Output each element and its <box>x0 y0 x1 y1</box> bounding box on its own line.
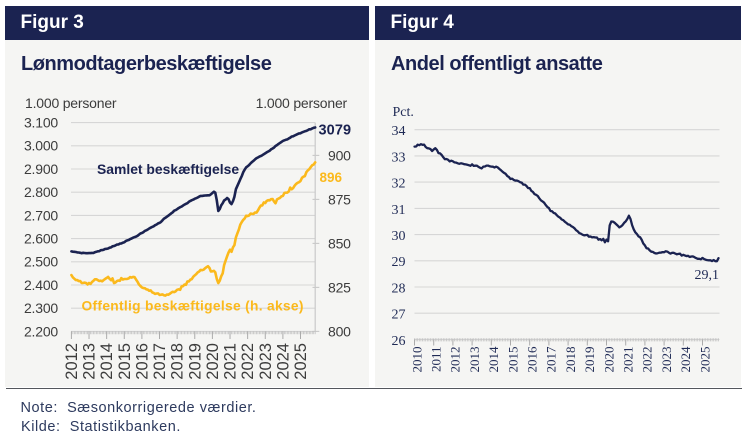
svg-text:2024: 2024 <box>275 343 293 380</box>
svg-text:2020: 2020 <box>601 347 616 373</box>
svg-text:3.100: 3.100 <box>24 115 58 131</box>
svg-text:2016: 2016 <box>134 343 152 380</box>
svg-text:33: 33 <box>392 150 406 165</box>
svg-text:2021: 2021 <box>621 347 636 373</box>
svg-text:32: 32 <box>392 177 406 192</box>
svg-text:2017: 2017 <box>151 343 169 380</box>
svg-text:31: 31 <box>392 203 406 218</box>
svg-text:850: 850 <box>328 235 351 251</box>
svg-text:30: 30 <box>392 229 406 244</box>
svg-text:2.300: 2.300 <box>24 300 58 316</box>
svg-text:2022: 2022 <box>239 343 257 380</box>
svg-text:2.700: 2.700 <box>24 207 58 223</box>
svg-text:2019: 2019 <box>582 347 597 373</box>
svg-text:875: 875 <box>328 191 351 207</box>
svg-text:26: 26 <box>392 334 406 349</box>
svg-text:29: 29 <box>392 255 406 270</box>
svg-text:2.900: 2.900 <box>24 161 58 177</box>
svg-text:900: 900 <box>328 147 351 163</box>
svg-text:2013: 2013 <box>81 343 99 380</box>
svg-text:2024: 2024 <box>678 346 693 373</box>
svg-text:2.200: 2.200 <box>24 323 58 339</box>
svg-text:3079: 3079 <box>319 123 352 139</box>
svg-text:2.500: 2.500 <box>24 254 58 270</box>
svg-text:896: 896 <box>320 170 343 185</box>
svg-text:2010: 2010 <box>409 347 424 373</box>
svg-text:2015: 2015 <box>505 347 520 373</box>
svg-text:2025: 2025 <box>292 343 310 380</box>
svg-text:2025: 2025 <box>697 347 712 373</box>
svg-text:2018: 2018 <box>169 343 187 380</box>
svg-text:800: 800 <box>328 323 351 339</box>
svg-text:2016: 2016 <box>525 346 540 373</box>
svg-text:2015: 2015 <box>116 343 134 380</box>
svg-text:2021: 2021 <box>222 343 240 380</box>
svg-text:3.000: 3.000 <box>24 138 58 154</box>
svg-text:Pct.: Pct. <box>393 105 414 120</box>
svg-text:825: 825 <box>328 279 351 295</box>
svg-text:2022: 2022 <box>640 347 655 373</box>
svg-text:27: 27 <box>392 308 406 323</box>
svg-text:2018: 2018 <box>563 347 578 373</box>
svg-text:Samlet beskæftigelse: Samlet beskæftigelse <box>97 161 239 177</box>
svg-text:1.000 personer: 1.000 personer <box>256 95 348 111</box>
svg-text:29,1: 29,1 <box>695 268 720 283</box>
svg-text:2012: 2012 <box>63 343 81 380</box>
svg-text:1.000 personer: 1.000 personer <box>25 95 117 111</box>
svg-text:2019: 2019 <box>186 343 204 380</box>
svg-text:34: 34 <box>392 124 406 139</box>
svg-text:2.400: 2.400 <box>24 277 58 293</box>
svg-text:2.600: 2.600 <box>24 231 58 247</box>
svg-text:Offentlig beskæftigelse (h. ak: Offentlig beskæftigelse (h. akse) <box>82 299 304 314</box>
svg-text:2014: 2014 <box>98 343 116 380</box>
svg-text:2017: 2017 <box>544 346 559 373</box>
svg-text:2.800: 2.800 <box>24 184 58 200</box>
svg-text:2014: 2014 <box>486 346 501 373</box>
svg-text:2023: 2023 <box>257 343 275 380</box>
svg-text:2023: 2023 <box>659 347 674 373</box>
svg-text:2012: 2012 <box>448 347 463 373</box>
svg-text:28: 28 <box>392 281 406 296</box>
svg-text:2020: 2020 <box>204 343 222 380</box>
svg-text:2013: 2013 <box>467 347 482 373</box>
svg-text:2011: 2011 <box>429 347 444 373</box>
